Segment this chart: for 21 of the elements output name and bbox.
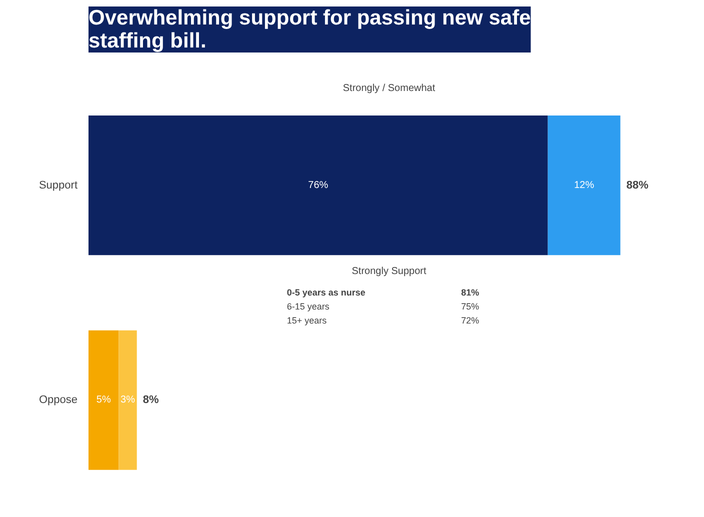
bar xyxy=(88,330,119,470)
total-label: 88% xyxy=(626,179,649,192)
chart-title: Overwhelming support for passing new safe staffing bill. xyxy=(88,6,531,52)
data-label: 3% xyxy=(120,394,136,406)
bar xyxy=(88,116,548,256)
annotation: 72% xyxy=(461,315,480,326)
total-label: 8% xyxy=(142,394,159,406)
annotation: 75% xyxy=(461,301,480,312)
annotation: 0-5 years as nurse xyxy=(286,287,366,298)
annotation: 81% xyxy=(461,287,480,298)
y-tick-label: Support xyxy=(38,179,78,192)
data-label: 76% xyxy=(308,180,328,191)
y-tick-label: Oppose xyxy=(38,394,78,406)
bar xyxy=(118,330,137,470)
bar xyxy=(548,116,620,256)
annotation: 15+ years xyxy=(286,315,328,326)
data-label: 5% xyxy=(96,394,111,406)
annotation: Strongly / Somewhat xyxy=(342,83,436,94)
annotation: Strongly Support xyxy=(352,266,426,277)
annotation: 6-15 years xyxy=(286,301,330,312)
data-label: 12% xyxy=(574,180,594,191)
